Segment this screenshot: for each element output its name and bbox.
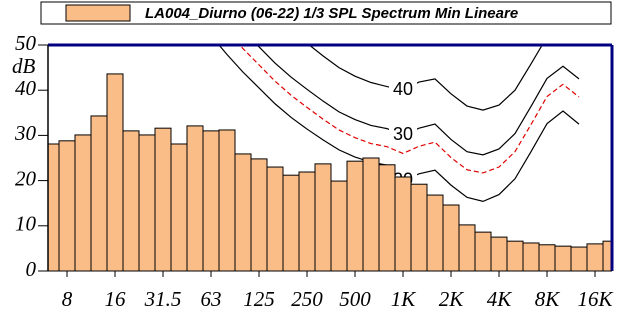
x-tick-label: 31.5 [144, 287, 182, 311]
curve [256, 45, 580, 156]
bar [394, 176, 412, 271]
bar [106, 73, 124, 271]
x-tick-label: 500 [339, 287, 371, 311]
curve-label: 40 [393, 79, 413, 99]
bar [442, 204, 460, 271]
bar [250, 158, 268, 271]
bar [378, 164, 396, 271]
y-tick-label: 10 [15, 212, 37, 236]
bar [154, 127, 172, 271]
bar [298, 171, 316, 271]
bar [570, 246, 588, 271]
bar [490, 236, 508, 271]
curve [308, 45, 543, 111]
curve-label-bg [389, 79, 417, 102]
bar [554, 245, 572, 271]
bar [586, 243, 604, 271]
bar [266, 166, 284, 271]
y-tick-label: 40 [15, 76, 37, 100]
bar [90, 115, 108, 271]
x-tick-label: 250 [291, 287, 323, 311]
y-tick-label: 50 [15, 31, 37, 55]
x-tick-label: 16K [577, 287, 613, 311]
x-tick-label: 2K [439, 287, 465, 311]
bar [58, 140, 76, 271]
y-tick-label: 0 [26, 257, 37, 281]
bar [170, 143, 188, 271]
x-tick-label: 1K [391, 287, 417, 311]
bar [362, 157, 380, 271]
bar [330, 180, 348, 271]
x-tick-label: 63 [201, 287, 222, 311]
curve-label-bg [389, 124, 417, 147]
bar [234, 153, 252, 271]
curve-label: 30 [393, 124, 413, 144]
y-tick-label: 20 [15, 166, 37, 190]
bar [138, 134, 156, 271]
bar [282, 174, 300, 271]
bar [74, 134, 92, 271]
bar [122, 130, 140, 271]
bar [48, 143, 60, 271]
bar [426, 194, 444, 271]
bar [474, 231, 492, 271]
bar [522, 242, 540, 271]
x-tick-label: 125 [243, 287, 275, 311]
y-tick-label: 30 [14, 121, 37, 145]
bar [506, 240, 524, 271]
bar [218, 129, 236, 271]
legend-swatch [65, 4, 131, 22]
x-tick-label: 8 [62, 287, 73, 311]
bar [314, 163, 332, 271]
curve [218, 45, 580, 203]
x-tick-label: 16 [105, 287, 127, 311]
bar [346, 160, 364, 271]
chart-title: LA004_Diurno (06-22) 1/3 SPL Spectrum Mi… [145, 5, 518, 22]
bar [186, 125, 204, 271]
bar [458, 224, 476, 271]
legend-box [40, 1, 612, 25]
bar [202, 130, 220, 271]
curve [238, 45, 580, 174]
bar [410, 183, 428, 271]
x-tick-label: 4K [487, 287, 513, 311]
bar [538, 244, 556, 271]
y-unit: dB [12, 54, 36, 78]
x-tick-label: 8K [535, 287, 561, 311]
